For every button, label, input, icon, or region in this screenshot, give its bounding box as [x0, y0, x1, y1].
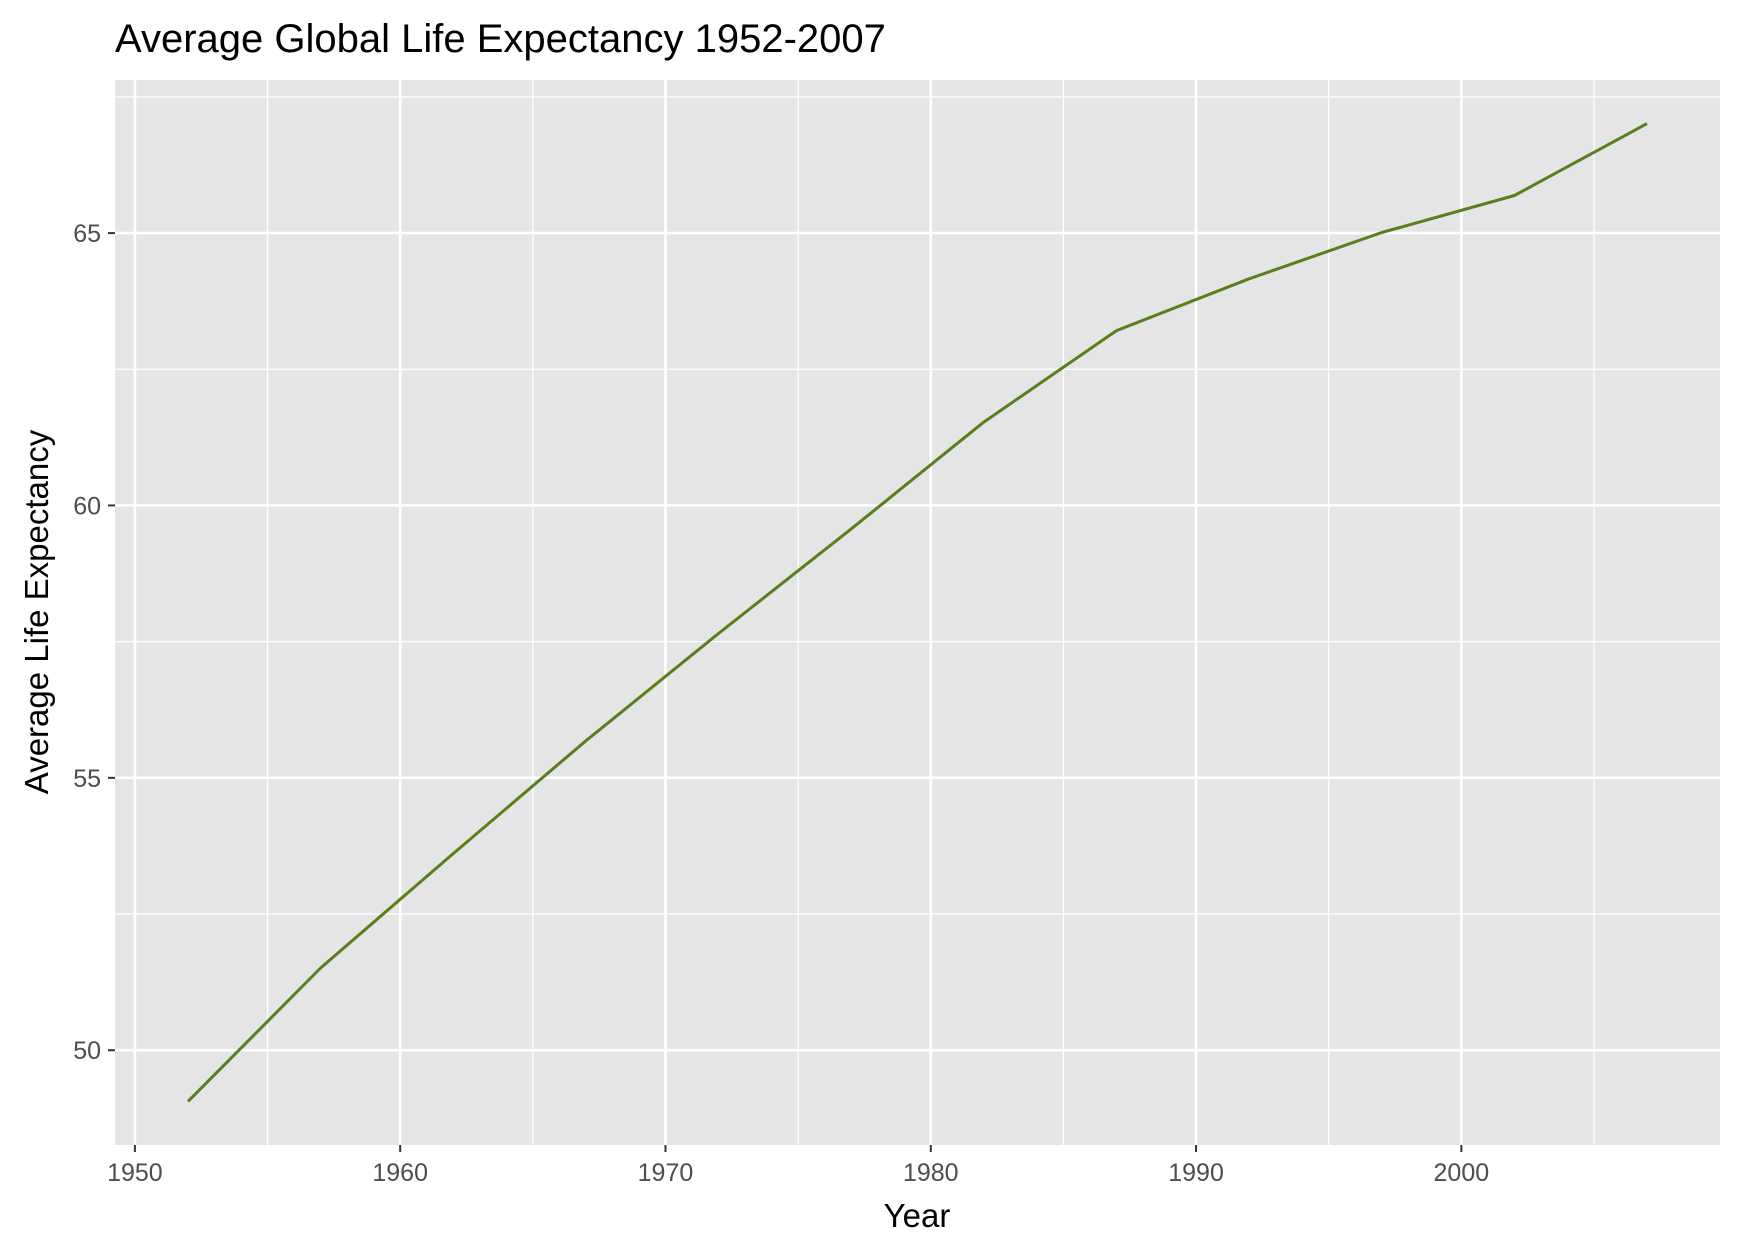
y-axis: 50 55 60 65: [73, 220, 115, 1065]
plot-panel: [115, 80, 1720, 1145]
x-tick-label: 1970: [638, 1159, 694, 1187]
series-line: [186, 122, 1648, 1103]
x-axis: 1950 1960 1970 1980 1990 2000: [107, 1145, 1489, 1187]
y-tick-label: 60: [73, 492, 101, 520]
y-tick-label: 55: [73, 765, 101, 793]
major-gridlines: [115, 80, 1720, 1145]
x-axis-title: Year: [884, 1197, 951, 1234]
x-tick-label: 1950: [107, 1159, 163, 1187]
x-tick-label: 1990: [1168, 1159, 1224, 1187]
y-tick-label: 65: [73, 220, 101, 248]
x-tick-label: 2000: [1434, 1159, 1490, 1187]
chart-title: Average Global Life Expectancy 1952-2007: [115, 17, 886, 61]
y-axis-title: Average Life Expectancy: [18, 429, 55, 794]
x-tick-label: 1980: [903, 1159, 959, 1187]
x-tick-label: 1960: [372, 1159, 428, 1187]
y-tick-label: 50: [73, 1037, 101, 1065]
